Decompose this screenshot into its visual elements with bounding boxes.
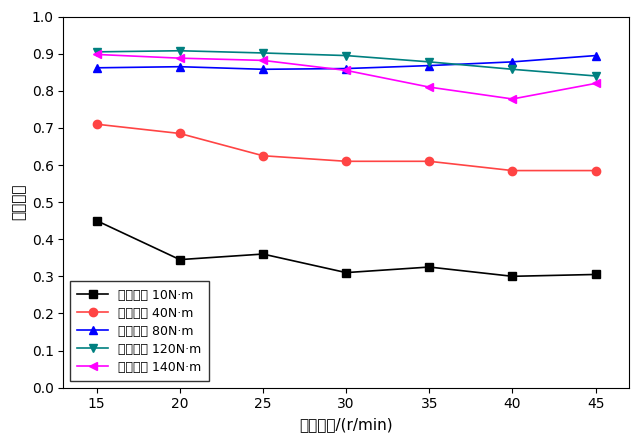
输出转矩 140N·m [509,96,516,101]
输出转矩 10N·m [592,272,600,277]
输出转矩 10N·m [176,257,184,262]
输出转矩 120N·m [592,73,600,78]
输出转矩 10N·m [93,218,100,223]
输出转矩 80N·m [509,59,516,65]
输出转矩 120N·m [342,53,350,58]
输出转矩 40N·m [259,153,267,159]
Line: 输出转矩 40N·m: 输出转矩 40N·m [93,120,600,175]
输出转矩 80N·m [176,64,184,70]
输出转矩 120N·m [509,66,516,72]
输出转矩 140N·m [426,85,433,90]
输出转矩 10N·m [509,274,516,279]
Line: 输出转矩 120N·m: 输出转矩 120N·m [93,47,600,80]
Y-axis label: 功率因数: 功率因数 [11,184,26,220]
输出转矩 140N·m [93,52,100,57]
输出转矩 80N·m [426,63,433,68]
输出转矩 120N·m [176,48,184,54]
输出转矩 80N·m [342,66,350,71]
Line: 输出转矩 140N·m: 输出转矩 140N·m [93,51,600,103]
输出转矩 120N·m [426,59,433,65]
输出转矩 140N·m [259,58,267,63]
输出转矩 10N·m [259,251,267,256]
输出转矩 140N·m [176,55,184,61]
输出转矩 80N·m [93,65,100,70]
X-axis label: 输出转速/(r/min): 输出转速/(r/min) [300,417,393,432]
输出转矩 40N·m [176,131,184,136]
输出转矩 10N·m [426,264,433,270]
输出转矩 40N·m [93,121,100,127]
Line: 输出转矩 80N·m: 输出转矩 80N·m [93,51,600,74]
输出转矩 40N·m [509,168,516,173]
输出转矩 10N·m [342,270,350,275]
Legend: 输出转矩 10N·m, 输出转矩 40N·m, 输出转矩 80N·m, 输出转矩 120N·m, 输出转矩 140N·m: 输出转矩 10N·m, 输出转矩 40N·m, 输出转矩 80N·m, 输出转矩… [70,281,209,381]
输出转矩 140N·m [592,81,600,86]
输出转矩 40N·m [426,159,433,164]
输出转矩 140N·m [342,68,350,73]
输出转矩 120N·m [259,51,267,56]
输出转矩 40N·m [592,168,600,173]
输出转矩 120N·m [93,49,100,54]
输出转矩 80N·m [592,53,600,58]
输出转矩 40N·m [342,159,350,164]
Line: 输出转矩 10N·m: 输出转矩 10N·m [93,217,600,280]
输出转矩 80N·m [259,66,267,72]
